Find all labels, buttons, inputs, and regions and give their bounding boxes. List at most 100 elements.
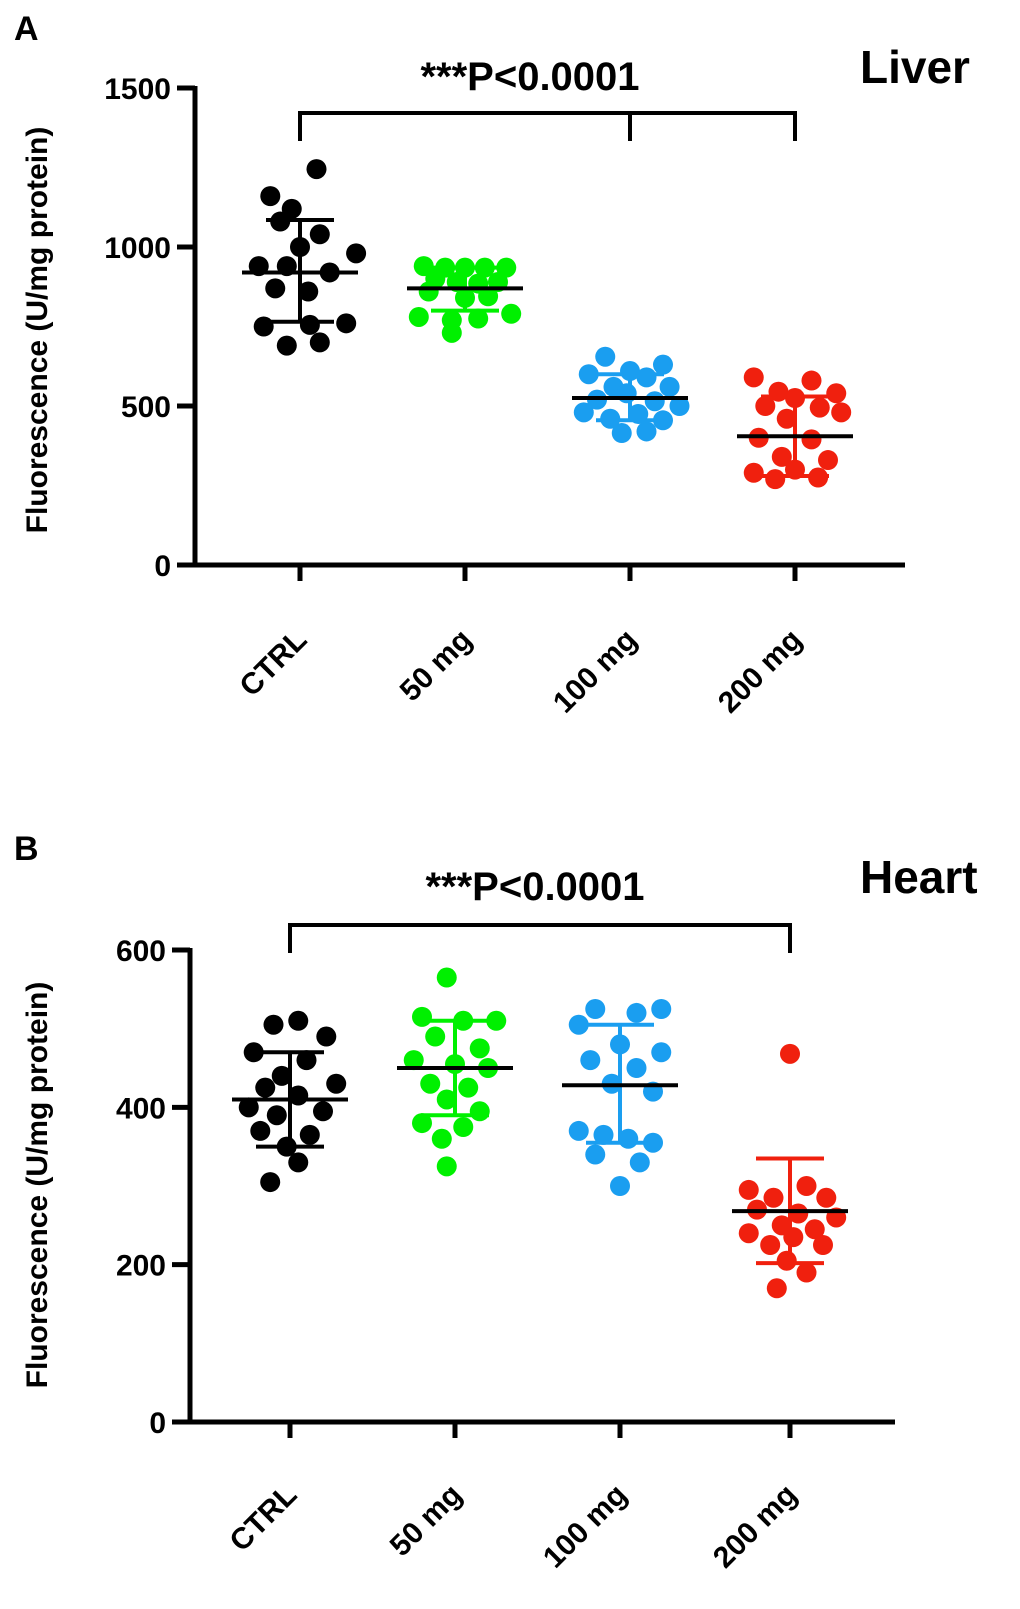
data-point xyxy=(809,397,830,418)
data-point xyxy=(626,1002,647,1023)
y-tick-label: 0 xyxy=(154,550,171,583)
data-point xyxy=(431,1128,452,1149)
panel-label: A xyxy=(14,10,39,48)
data-point xyxy=(743,462,764,483)
data-point xyxy=(585,999,606,1019)
data-point xyxy=(763,1187,784,1208)
data-point xyxy=(299,1124,320,1145)
data-point xyxy=(469,1101,490,1122)
data-point xyxy=(346,243,367,264)
y-tick-label: 200 xyxy=(116,1250,166,1283)
data-point xyxy=(238,1097,259,1118)
data-point xyxy=(436,967,457,988)
series-50-mg xyxy=(397,967,513,1177)
data-point xyxy=(644,391,665,412)
data-point xyxy=(776,408,797,429)
series-200-mg xyxy=(737,367,853,490)
data-point xyxy=(420,1073,441,1094)
data-point xyxy=(478,286,499,307)
data-point xyxy=(738,1179,759,1200)
data-point xyxy=(573,402,594,423)
data-point xyxy=(580,1050,601,1071)
data-point xyxy=(408,306,429,327)
data-point xyxy=(755,396,776,416)
data-point xyxy=(760,1235,781,1255)
x-tick-label: CTRL xyxy=(234,623,314,703)
data-point xyxy=(412,1113,432,1134)
data-point xyxy=(578,364,599,385)
data-point xyxy=(298,281,319,302)
panel-b-heart: B Heart ***P<0.0001 Fluorescence (U/mg p… xyxy=(14,830,978,1575)
data-point xyxy=(783,1227,804,1248)
significance-annotation: ***P<0.0001 xyxy=(420,55,639,99)
series-100-mg xyxy=(572,346,690,444)
data-point xyxy=(593,1124,614,1145)
data-point xyxy=(771,446,792,467)
y-axis-title: Fluorescence (U/mg protein) xyxy=(21,982,54,1389)
data-point xyxy=(804,1219,825,1240)
data-point xyxy=(629,1152,650,1173)
data-point xyxy=(801,370,822,391)
plot-area: 0 500 1000 1500 CTRL 50 mg 100 mg 200 mg xyxy=(104,73,905,720)
data-point xyxy=(610,1176,630,1196)
y-tick-label: 1000 xyxy=(104,232,171,265)
significance-annotation: ***P<0.0001 xyxy=(425,865,644,909)
data-point xyxy=(453,1117,474,1137)
data-point xyxy=(653,354,673,375)
data-point xyxy=(616,383,637,404)
y-tick-label: 500 xyxy=(121,391,171,424)
data-point xyxy=(260,1172,281,1193)
data-point xyxy=(265,278,286,299)
data-point xyxy=(826,383,847,404)
data-point xyxy=(636,421,657,442)
data-point xyxy=(468,308,489,329)
chart-title: Liver xyxy=(860,41,970,93)
data-point xyxy=(568,1120,589,1141)
data-point xyxy=(271,1065,292,1086)
data-point xyxy=(263,1014,284,1035)
data-point xyxy=(659,376,680,397)
data-point xyxy=(486,1010,507,1031)
data-point xyxy=(288,1010,309,1031)
data-point xyxy=(276,335,297,356)
data-point xyxy=(403,1050,424,1071)
data-point xyxy=(651,999,672,1019)
data-point xyxy=(413,256,434,277)
y-tick-label: 600 xyxy=(116,935,166,968)
series-200-mg xyxy=(732,1043,848,1299)
y-tick-label: 400 xyxy=(116,1092,166,1125)
data-point xyxy=(296,1050,317,1071)
data-point xyxy=(266,1105,287,1126)
x-tick-label: 100 mg xyxy=(547,623,643,719)
y-axis-title: Fluorescence (U/mg protein) xyxy=(21,127,54,534)
series-ctrl xyxy=(232,1010,348,1193)
data-point xyxy=(336,313,357,334)
data-point xyxy=(780,1043,800,1064)
data-point xyxy=(250,1120,271,1141)
data-point xyxy=(796,1176,817,1196)
data-point xyxy=(611,423,632,444)
data-point xyxy=(281,198,302,219)
data-point xyxy=(306,159,327,180)
data-point xyxy=(831,402,852,423)
data-point xyxy=(418,281,439,302)
panel-a-liver: A Liver ***P<0.0001 Fluorescence (U/mg p… xyxy=(14,10,970,720)
data-point xyxy=(813,1235,833,1255)
data-point xyxy=(316,1026,337,1047)
chart-title: Heart xyxy=(860,851,978,903)
data-point xyxy=(436,1156,457,1177)
data-point xyxy=(260,186,281,207)
y-tick-label: 1500 xyxy=(104,73,171,106)
data-point xyxy=(299,314,320,335)
data-point xyxy=(743,367,764,388)
series-100-mg xyxy=(562,999,678,1196)
data-point xyxy=(326,1073,347,1094)
data-point xyxy=(738,1223,759,1244)
y-tick-label: 0 xyxy=(149,1407,166,1440)
data-point xyxy=(626,1058,647,1078)
data-point xyxy=(595,346,616,367)
series-50-mg xyxy=(407,256,523,343)
panel-label: B xyxy=(14,830,39,868)
data-point xyxy=(796,1262,817,1283)
